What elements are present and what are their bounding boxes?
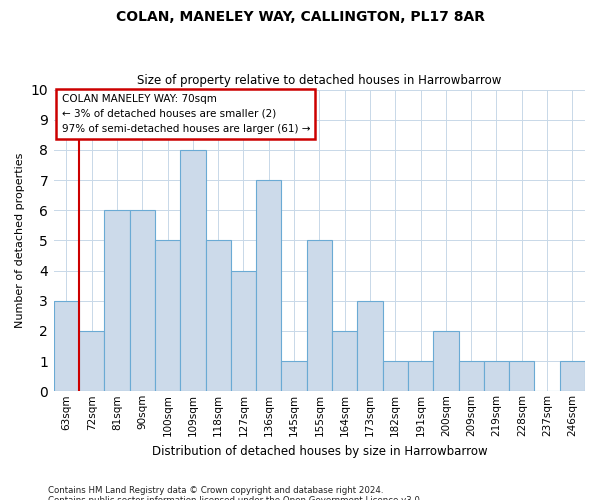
Text: Contains public sector information licensed under the Open Government Licence v3: Contains public sector information licen… — [48, 496, 422, 500]
Text: Contains HM Land Registry data © Crown copyright and database right 2024.: Contains HM Land Registry data © Crown c… — [48, 486, 383, 495]
Bar — [358, 301, 383, 392]
Bar — [79, 331, 104, 392]
Bar — [509, 361, 535, 392]
Bar — [458, 361, 484, 392]
Bar — [256, 180, 281, 392]
Bar — [560, 361, 585, 392]
Bar — [206, 240, 231, 392]
Bar — [307, 240, 332, 392]
Bar — [180, 150, 206, 392]
Bar — [408, 361, 433, 392]
Bar — [433, 331, 458, 392]
Bar — [281, 361, 307, 392]
Title: Size of property relative to detached houses in Harrowbarrow: Size of property relative to detached ho… — [137, 74, 502, 87]
Bar — [231, 270, 256, 392]
Bar — [130, 210, 155, 392]
Y-axis label: Number of detached properties: Number of detached properties — [15, 152, 25, 328]
Bar — [383, 361, 408, 392]
X-axis label: Distribution of detached houses by size in Harrowbarrow: Distribution of detached houses by size … — [152, 444, 487, 458]
Bar — [484, 361, 509, 392]
Bar — [104, 210, 130, 392]
Bar — [155, 240, 180, 392]
Bar — [332, 331, 358, 392]
Bar — [54, 301, 79, 392]
Text: COLAN MANELEY WAY: 70sqm
← 3% of detached houses are smaller (2)
97% of semi-det: COLAN MANELEY WAY: 70sqm ← 3% of detache… — [62, 94, 310, 134]
Text: COLAN, MANELEY WAY, CALLINGTON, PL17 8AR: COLAN, MANELEY WAY, CALLINGTON, PL17 8AR — [115, 10, 485, 24]
